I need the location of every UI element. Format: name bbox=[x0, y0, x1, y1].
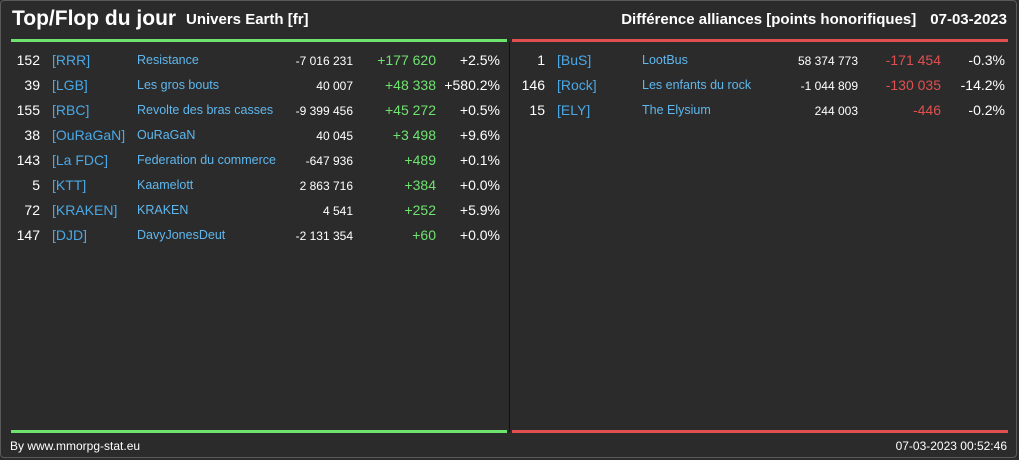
bottom-bar-green bbox=[11, 430, 507, 433]
alliance-tag-link[interactable]: [LGB] bbox=[52, 77, 88, 93]
alliance-tag-link[interactable]: [BuS] bbox=[557, 52, 592, 68]
top-bar-green bbox=[11, 39, 507, 42]
percent-cell: +0.0% bbox=[459, 177, 500, 193]
difference-cell: +252 bbox=[404, 202, 436, 218]
page-title: Top/Flop du jour bbox=[12, 7, 177, 30]
points-cell: 4 541 bbox=[322, 204, 353, 218]
header-date: 07-03-2023 bbox=[930, 11, 1007, 28]
alliance-tag-link[interactable]: [DJD] bbox=[52, 227, 87, 243]
top-bar-red bbox=[512, 39, 1008, 42]
percent-cell: +580.2% bbox=[444, 77, 500, 93]
points-cell: -647 936 bbox=[305, 154, 353, 168]
difference-cell: -171 454 bbox=[885, 52, 941, 68]
difference-cell: +489 bbox=[404, 152, 436, 168]
percent-cell: +2.5% bbox=[459, 52, 500, 68]
alliance-tag-link[interactable]: [KRAKEN] bbox=[52, 202, 118, 218]
difference-cell: +45 272 bbox=[385, 102, 436, 118]
points-cell: 2 863 716 bbox=[299, 179, 353, 193]
difference-cell: +3 498 bbox=[392, 127, 436, 143]
alliance-tag-link[interactable]: [RRR] bbox=[52, 52, 91, 68]
percent-cell: -0.3% bbox=[968, 52, 1005, 68]
rank-cell: 147 bbox=[16, 227, 40, 243]
points-cell: 40 045 bbox=[316, 129, 353, 143]
alliance-name-link[interactable]: KRAKEN bbox=[137, 203, 189, 217]
difference-cell: -446 bbox=[912, 102, 941, 118]
difference-cell: -130 035 bbox=[885, 77, 941, 93]
rank-cell: 15 bbox=[529, 102, 545, 118]
metric-label: Différence alliances [points honorifique… bbox=[621, 11, 917, 28]
column-divider bbox=[509, 42, 510, 432]
alliance-tag-link[interactable]: [RBC] bbox=[52, 102, 90, 118]
percent-cell: +5.9% bbox=[459, 202, 500, 218]
alliance-name-link[interactable]: DavyJonesDeut bbox=[137, 228, 226, 242]
alliance-name-link[interactable]: The Elysium bbox=[642, 103, 711, 117]
rank-cell: 146 bbox=[521, 77, 545, 93]
points-cell: -7 016 231 bbox=[295, 54, 353, 68]
rank-cell: 5 bbox=[32, 177, 40, 193]
footer-timestamp: 07-03-2023 00:52:46 bbox=[895, 439, 1007, 453]
points-cell: 58 374 773 bbox=[797, 54, 858, 68]
difference-cell: +384 bbox=[404, 177, 436, 193]
alliance-name-link[interactable]: Resistance bbox=[137, 53, 199, 67]
alliance-name-link[interactable]: OuRaGaN bbox=[137, 128, 196, 142]
percent-cell: +0.1% bbox=[459, 152, 500, 168]
rank-cell: 155 bbox=[16, 102, 40, 118]
rank-cell: 1 bbox=[537, 52, 545, 68]
rank-cell: 152 bbox=[16, 52, 40, 68]
rank-cell: 72 bbox=[24, 202, 40, 218]
alliance-tag-link[interactable]: [OuRaGaN] bbox=[52, 127, 126, 143]
alliance-tag-link[interactable]: [ELY] bbox=[557, 102, 591, 118]
rank-cell: 38 bbox=[24, 127, 40, 143]
difference-cell: +60 bbox=[412, 227, 436, 243]
points-cell: -1 044 809 bbox=[800, 79, 858, 93]
rank-cell: 143 bbox=[16, 152, 40, 168]
points-cell: -2 131 354 bbox=[295, 229, 353, 243]
alliance-tag-link[interactable]: [La FDC] bbox=[52, 152, 109, 168]
percent-cell: -0.2% bbox=[968, 102, 1005, 118]
header-right: Différence alliances [points honorifique… bbox=[621, 11, 1007, 28]
site-credit: By www.mmorpg-stat.eu bbox=[10, 439, 141, 453]
alliance-name-link[interactable]: LootBus bbox=[642, 53, 688, 67]
points-cell: 244 003 bbox=[814, 104, 858, 118]
alliance-name-link[interactable]: Kaamelott bbox=[137, 178, 194, 192]
alliance-name-link[interactable]: Les enfants du rock bbox=[642, 78, 752, 92]
points-cell: 40 007 bbox=[316, 79, 353, 93]
percent-cell: +0.0% bbox=[459, 227, 500, 243]
percent-cell: +9.6% bbox=[459, 127, 500, 143]
rank-cell: 39 bbox=[24, 77, 40, 93]
difference-cell: +177 620 bbox=[377, 52, 436, 68]
difference-cell: +48 338 bbox=[385, 77, 436, 93]
alliance-name-link[interactable]: Les gros bouts bbox=[137, 78, 219, 92]
alliance-tag-link[interactable]: [KTT] bbox=[52, 177, 87, 193]
alliance-tag-link[interactable]: [Rock] bbox=[557, 77, 597, 93]
server-label: Univers Earth [fr] bbox=[186, 11, 309, 28]
bottom-bar-red bbox=[512, 430, 1008, 433]
percent-cell: -14.2% bbox=[960, 77, 1005, 93]
alliance-name-link[interactable]: Revolte des bras casses bbox=[137, 103, 274, 117]
points-cell: -9 399 456 bbox=[295, 104, 353, 118]
percent-cell: +0.5% bbox=[459, 102, 500, 118]
header: Top/Flop du jour Univers Earth [fr] Diff… bbox=[0, 0, 1019, 40]
alliance-name-link[interactable]: Federation du commerce bbox=[137, 153, 276, 167]
